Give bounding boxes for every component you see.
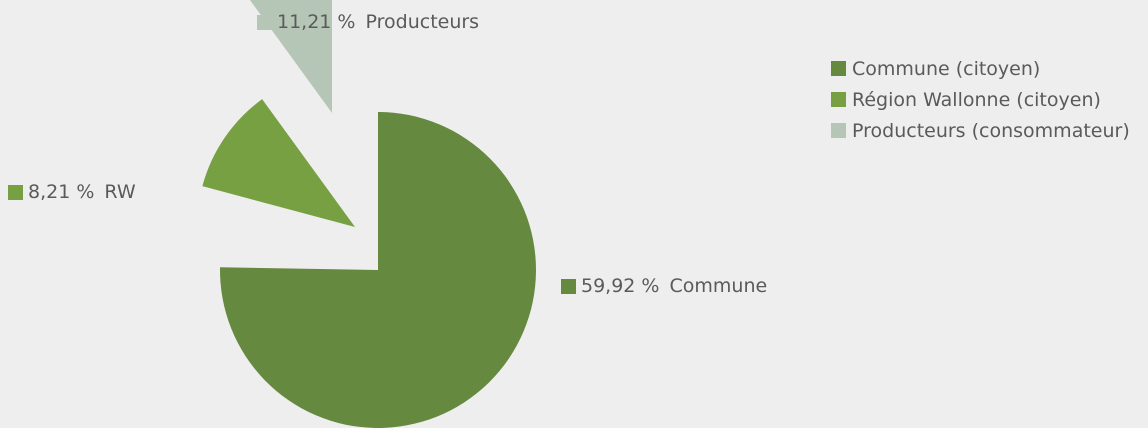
legend-item-region-wallonne: Région Wallonne (citoyen) — [831, 84, 1130, 115]
data-label-name: Producteurs — [365, 11, 480, 33]
data-label-producteurs: 11,21 % Producteurs — [257, 11, 479, 33]
legend: Commune (citoyen) Région Wallonne (citoy… — [831, 53, 1130, 146]
data-label-name: RW — [104, 181, 136, 203]
legend-swatch — [831, 92, 846, 107]
data-label-name: Commune — [669, 275, 768, 297]
legend-item-commune: Commune (citoyen) — [831, 53, 1130, 84]
data-label-swatch — [257, 14, 272, 30]
data-label-swatch — [561, 278, 576, 294]
legend-label: Commune (citoyen) — [852, 57, 1041, 80]
legend-item-producteurs: Producteurs (consommateur) — [831, 115, 1130, 146]
data-label-swatch — [8, 184, 23, 200]
data-label-percent: 11,21 % — [277, 11, 356, 33]
data-label-percent: 8,21 % — [28, 181, 95, 203]
data-label-commune: 59,92 % Commune — [561, 275, 767, 297]
data-label-rw: 8,21 % RW — [8, 181, 136, 203]
data-label-percent: 59,92 % — [581, 275, 660, 297]
legend-swatch — [831, 123, 846, 138]
legend-swatch — [831, 61, 846, 76]
pie-slice-commune — [220, 112, 536, 428]
legend-label: Producteurs (consommateur) — [852, 119, 1130, 142]
pie-slice-rw — [202, 99, 355, 227]
legend-label: Région Wallonne (citoyen) — [852, 88, 1101, 111]
pie-slice-producteurs — [249, 0, 332, 113]
